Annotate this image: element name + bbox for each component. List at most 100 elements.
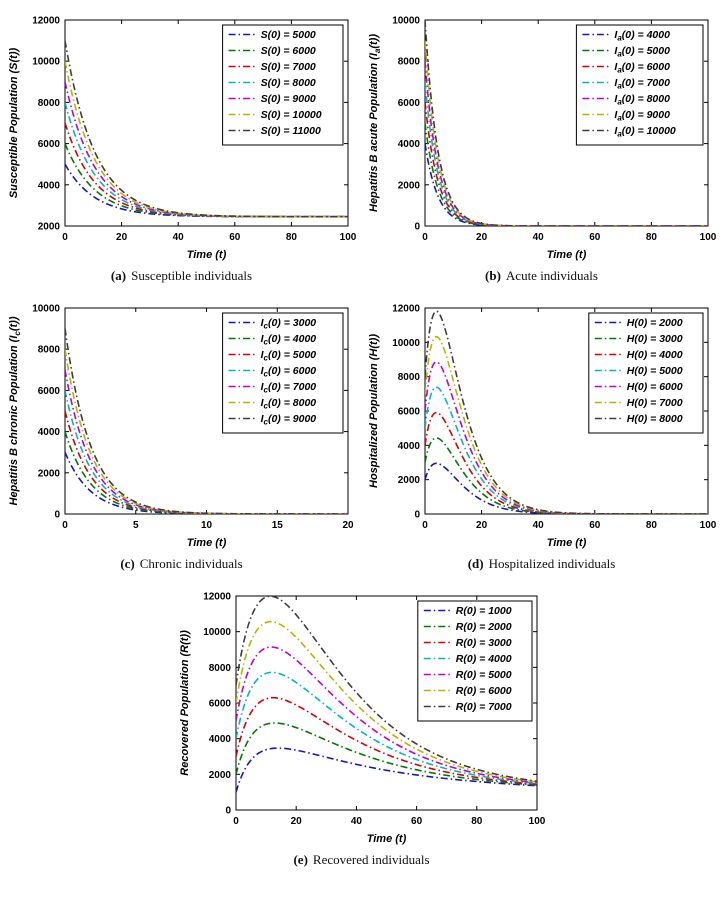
series-group (64, 40, 348, 218)
series-line-R(0) = 1000 (235, 747, 537, 793)
x-tick-label: 0 (62, 520, 68, 531)
caption-e-label: (e) (293, 852, 308, 867)
y-tick-label: 4000 (397, 441, 420, 452)
series-line-R(0) = 2000 (235, 722, 537, 786)
x-axis-label: Time (t) (366, 833, 406, 845)
y-tick-label: 2000 (208, 770, 231, 781)
series-line-R(0) = 5000 (235, 646, 537, 784)
x-tick-label: 0 (62, 232, 68, 243)
chart-svg-d: 0 20 40 60 80 100 0 2000 4000 6000 8000 10000 12000 T… (368, 304, 717, 550)
y-tick-label: 4000 (37, 180, 60, 191)
figure-row-1: 0 20 40 60 80 100 2000 4000 6000 8000 10000 12000 Ti… (0, 8, 723, 284)
x-tick-label: 60 (229, 232, 241, 243)
legend-box (575, 24, 703, 146)
caption-e: (e) Recovered individuals (293, 852, 429, 868)
x-axis-label: Time (t) (186, 249, 226, 261)
series-line-I_c(0) = 7000 (64, 369, 348, 514)
x-tick-label: 40 (532, 232, 544, 243)
y-tick-label: 10000 (32, 304, 60, 315)
chart-svg-b: 0 20 40 60 80 100 0 2000 4000 6000 8000 10000 Time (… (368, 16, 717, 262)
chart-panel-b: 0 20 40 60 80 100 0 2000 4000 6000 8000 10000 Time (… (364, 8, 719, 284)
x-tick-label: 0 (422, 232, 428, 243)
legend-label: S(0) = 7000 (260, 61, 315, 73)
legend-label: H(0) = 8000 (626, 413, 682, 425)
x-tick-label: 100 (528, 816, 545, 827)
legend-label: S(0) = 10000 (260, 109, 321, 121)
x-tick-label: 0 (233, 816, 239, 827)
legend-label: Ia(0) = 4000 (614, 29, 670, 43)
figure-row-2: 0 5 10 15 20 0 2000 4000 6000 8000 10000 Time (t) He… (0, 296, 723, 572)
legend-label: H(0) = 5000 (626, 365, 682, 377)
y-tick-label: 2000 (397, 475, 420, 486)
y-axis-label: Hospitalized Population (H(t)) (368, 334, 380, 488)
y-tick-label: 12000 (32, 16, 60, 27)
caption-c: (c) Chronic individuals (120, 556, 242, 572)
x-tick-label: 10 (200, 520, 212, 531)
legend-label: R(0) = 4000 (455, 653, 511, 665)
x-axis-label: Time (t) (546, 537, 586, 549)
legend-label: R(0) = 7000 (455, 701, 511, 713)
legend-label: S(0) = 6000 (260, 45, 315, 57)
y-tick-label: 10000 (32, 57, 60, 68)
caption-c-text: Chronic individuals (139, 556, 243, 571)
legend-label: S(0) = 8000 (260, 77, 315, 89)
y-tick-label: 0 (414, 510, 420, 521)
series-line-S(0) = 8000 (64, 102, 348, 218)
y-axis-label: Susceptible Population (S(t)) (8, 48, 20, 199)
y-axis-label: Hepatitis B acute Population (Ia(t)) (368, 34, 382, 212)
y-tick-label: 2000 (397, 180, 420, 191)
legend-label: Ic(0) = 4000 (260, 333, 316, 347)
y-tick-label: 12000 (203, 592, 231, 603)
series-line-H(0) = 4000 (424, 411, 708, 514)
legend-label: Ia(0) = 5000 (614, 45, 670, 59)
chart-panel-c: 0 5 10 15 20 0 2000 4000 6000 8000 10000 Time (t) He… (4, 296, 359, 572)
chart-panel-a: 0 20 40 60 80 100 2000 4000 6000 8000 10000 12000 Ti… (4, 8, 359, 284)
legend-label: S(0) = 5000 (260, 29, 315, 41)
legend-label: R(0) = 1000 (455, 605, 511, 617)
x-tick-label: 20 (342, 520, 354, 531)
y-tick-label: 2000 (37, 468, 60, 479)
y-axis-label: Hepatitis B chronic Population (Ic(t)) (8, 316, 22, 505)
x-tick-label: 60 (589, 232, 601, 243)
x-tick-label: 15 (271, 520, 283, 531)
x-tick-label: 100 (339, 232, 356, 243)
y-tick-label: 0 (225, 806, 231, 817)
legend-label: Ic(0) = 6000 (260, 365, 316, 379)
x-tick-label: 100 (699, 520, 716, 531)
caption-d: (d) Hospitalized individuals (468, 556, 616, 572)
y-tick-label: 0 (414, 222, 420, 233)
x-tick-label: 80 (471, 816, 483, 827)
legend-box (587, 312, 703, 434)
x-tick-label: 40 (350, 816, 362, 827)
x-tick-label: 100 (699, 232, 716, 243)
legend-label: S(0) = 9000 (260, 93, 315, 105)
series-group (64, 328, 348, 514)
x-tick-label: 80 (645, 232, 657, 243)
x-axis-label: Time (t) (186, 537, 226, 549)
y-tick-label: 10000 (392, 338, 420, 349)
y-tick-label: 8000 (208, 663, 231, 674)
legend-label: Ic(0) = 7000 (260, 381, 316, 395)
series-line-R(0) = 6000 (235, 620, 537, 783)
x-tick-label: 80 (645, 520, 657, 531)
x-tick-label: 80 (285, 232, 297, 243)
x-tick-label: 20 (476, 232, 488, 243)
y-tick-label: 2000 (37, 222, 60, 233)
chart-c: 0 5 10 15 20 0 2000 4000 6000 8000 10000 Time (t) He… (4, 296, 359, 554)
chart-b: 0 20 40 60 80 100 0 2000 4000 6000 8000 10000 Time (… (364, 8, 719, 266)
legend-label: R(0) = 2000 (455, 621, 511, 633)
caption-a-text: Susceptible individuals (131, 268, 253, 283)
series-line-H(0) = 8000 (424, 310, 708, 514)
series-line-R(0) = 3000 (235, 696, 537, 786)
legend-label: Ic(0) = 5000 (260, 349, 316, 363)
series-group (424, 310, 708, 514)
legend-label: H(0) = 7000 (626, 397, 682, 409)
series-line-I_c(0) = 9000 (64, 328, 348, 514)
chart-svg-e: 0 20 40 60 80 100 0 2000 4000 6000 8000 10000 12000 T… (179, 592, 546, 846)
legend-label: Ia(0) = 6000 (614, 61, 670, 75)
caption-a-label: (a) (110, 268, 127, 283)
legend-label: H(0) = 3000 (626, 333, 682, 345)
caption-c-label: (c) (120, 556, 135, 571)
caption-e-text: Recovered individuals (312, 852, 430, 867)
